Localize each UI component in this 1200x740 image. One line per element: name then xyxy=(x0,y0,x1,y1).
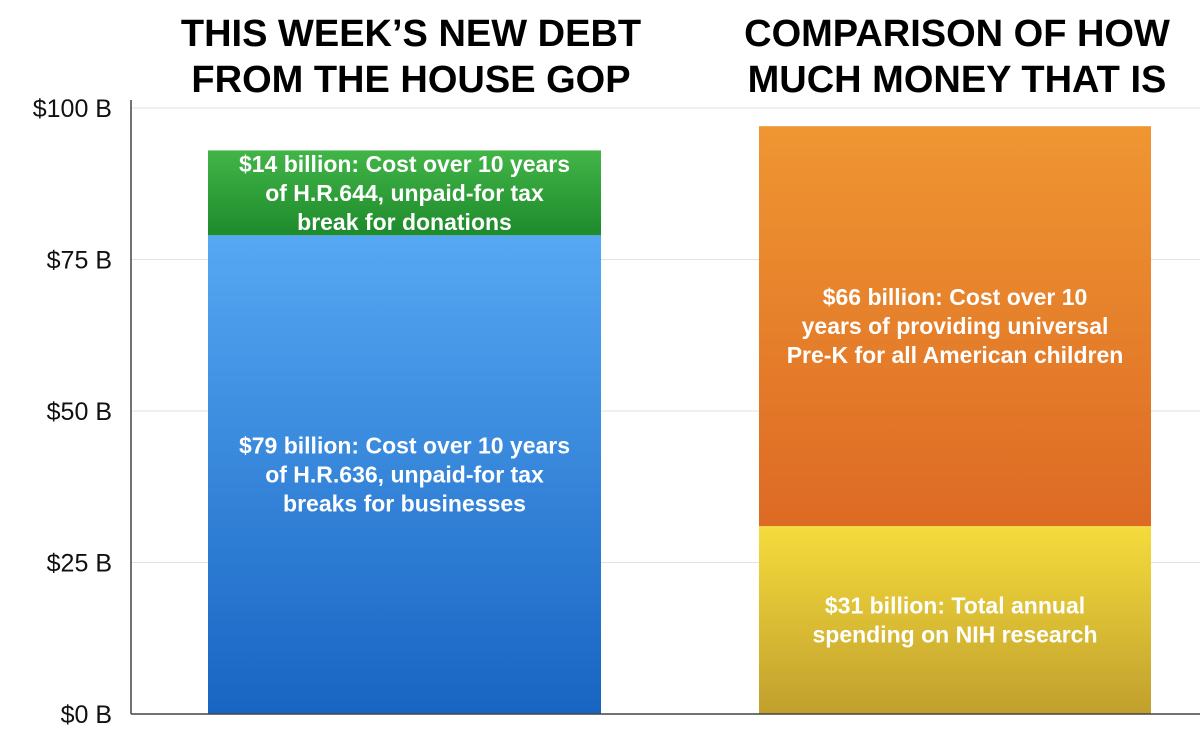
bar-segment xyxy=(208,235,601,714)
column-title: FROM THE HOUSE GOP xyxy=(191,59,630,101)
bars: $79 billion: Cost over 10 years of H.R.63… xyxy=(208,126,1151,714)
bar-segment-label: $79 billion: Cost over 10 years xyxy=(239,433,570,459)
bar-segment-label: $31 billion: Total annual xyxy=(825,593,1085,619)
bar-segment-label: break for donations xyxy=(297,209,512,235)
bar-segment-label: spending on NIH research xyxy=(812,622,1097,648)
y-tick-label: $100 B xyxy=(33,95,112,123)
bar-segment-label: of H.R.636, unpaid-for tax xyxy=(265,462,544,488)
y-axis: $0 B $25 B $50 B $75 B $100 B xyxy=(33,95,1200,729)
column-title: COMPARISON OF HOW xyxy=(744,13,1170,55)
column-title: THIS WEEK’S NEW DEBT xyxy=(181,13,641,55)
bar-segment xyxy=(208,150,601,236)
bar-segment-label: breaks for businesses xyxy=(283,491,526,517)
bar-segment-label: years of providing universal xyxy=(802,313,1109,339)
y-tick-label: $75 B xyxy=(47,247,112,275)
bar-segment-label: $14 billion: Cost over 10 years xyxy=(239,151,570,177)
y-tick-label: $25 B xyxy=(47,550,112,578)
y-tick-label: $0 B xyxy=(61,701,112,729)
bar-segment-label: of H.R.644, unpaid-for tax xyxy=(265,180,544,206)
bar-segment xyxy=(759,126,1151,527)
y-tick-label: $50 B xyxy=(47,398,112,426)
bar-segment-label: $66 billion: Cost over 10 xyxy=(823,284,1088,310)
bar-segment xyxy=(759,526,1151,714)
bar-segment-label: Pre-K for all American children xyxy=(787,342,1124,368)
column-title: MUCH MONEY THAT IS xyxy=(748,59,1167,101)
